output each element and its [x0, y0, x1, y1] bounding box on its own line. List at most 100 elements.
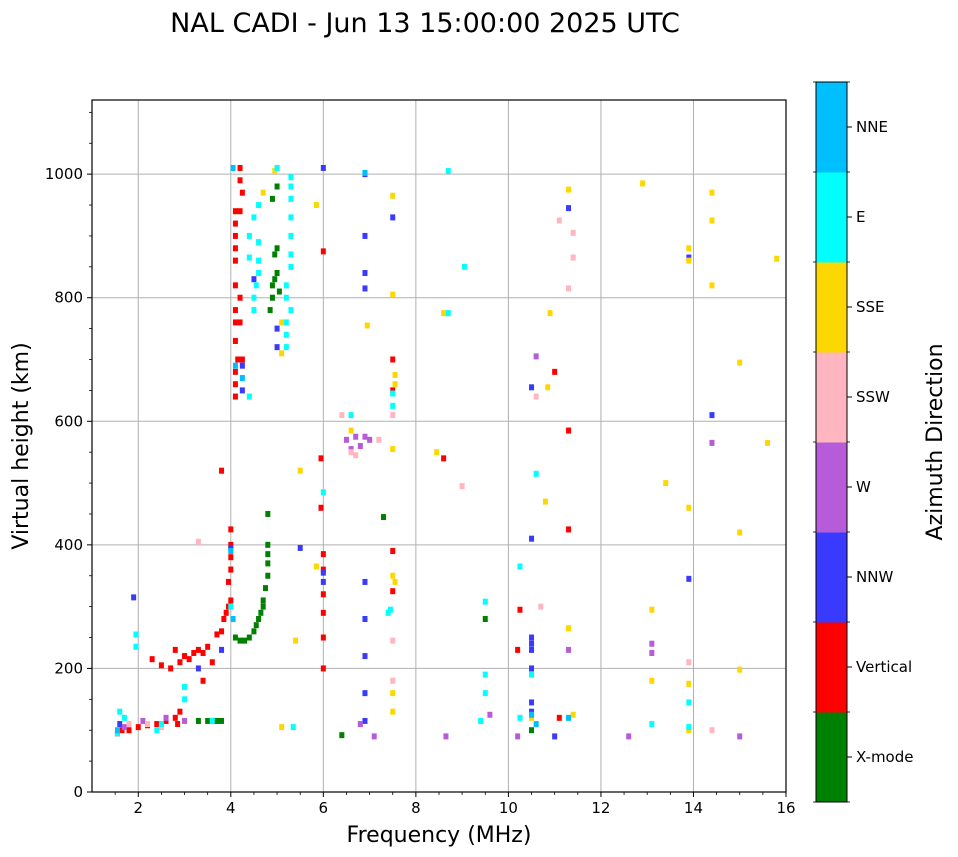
- data-point: [390, 588, 396, 595]
- data-point: [272, 168, 278, 175]
- data-point: [441, 310, 447, 317]
- data-point: [274, 245, 280, 252]
- data-point: [649, 721, 655, 728]
- data-point: [175, 721, 181, 728]
- data-point: [709, 412, 715, 419]
- x-axis-title: Frequency (MHz): [347, 823, 532, 848]
- data-point: [348, 446, 354, 453]
- data-point: [195, 538, 201, 545]
- data-point: [172, 646, 178, 653]
- data-point: [274, 164, 280, 171]
- data-point: [251, 307, 257, 314]
- data-point: [225, 578, 231, 585]
- data-point: [209, 659, 215, 666]
- data-point: [230, 616, 236, 622]
- data-point: [709, 282, 715, 289]
- y-tick-label: 400: [54, 536, 83, 554]
- data-point: [158, 662, 164, 669]
- data-point: [269, 282, 275, 289]
- data-point: [390, 402, 396, 409]
- data-point: [177, 708, 183, 715]
- data-point: [172, 714, 178, 721]
- data-point: [566, 646, 572, 653]
- data-point: [232, 307, 238, 314]
- data-point: [392, 381, 398, 388]
- data-point: [232, 208, 238, 215]
- data-point: [223, 609, 229, 616]
- data-point: [214, 631, 220, 638]
- data-point: [288, 307, 294, 314]
- data-point: [186, 656, 192, 663]
- data-point: [288, 251, 294, 258]
- data-point: [288, 263, 294, 270]
- data-point: [529, 671, 535, 678]
- data-point: [283, 294, 289, 301]
- series-vertical: [114, 164, 572, 737]
- data-point: [566, 526, 572, 533]
- data-point: [764, 439, 770, 446]
- axis-ticks: 2 4 6 8 10 12 14 16 0 200 400 600 800 1000: [45, 111, 796, 817]
- data-point: [205, 643, 211, 650]
- data-point: [709, 217, 715, 224]
- data-point: [290, 724, 296, 731]
- data-point: [371, 733, 377, 740]
- series-sse: [260, 164, 780, 734]
- data-point: [114, 730, 120, 737]
- data-point: [533, 721, 539, 728]
- data-point: [232, 362, 238, 369]
- data-point: [135, 724, 141, 731]
- data-point: [200, 649, 206, 656]
- data-point: [362, 270, 368, 276]
- data-point: [320, 609, 326, 616]
- data-point: [253, 622, 259, 629]
- y-tick-label: 0: [73, 783, 83, 801]
- data-point: [232, 245, 238, 252]
- data-point: [117, 708, 123, 715]
- data-point: [239, 387, 245, 394]
- data-point: [390, 690, 396, 697]
- data-point: [529, 708, 535, 715]
- y-tick-label: 600: [54, 412, 83, 430]
- series-w: [121, 353, 743, 740]
- data-point: [253, 282, 259, 289]
- data-point: [232, 232, 238, 239]
- data-point: [228, 526, 234, 533]
- data-point: [339, 732, 345, 739]
- data-point: [235, 356, 241, 363]
- colorbar-segment: [816, 712, 847, 803]
- data-point: [737, 666, 743, 673]
- data-point: [649, 649, 655, 656]
- data-point: [260, 603, 266, 610]
- colorbar-border: [815, 81, 848, 803]
- data-point: [487, 711, 493, 718]
- data-point: [380, 514, 386, 521]
- data-point: [274, 325, 280, 332]
- data-point: [320, 591, 326, 598]
- data-point: [545, 384, 551, 391]
- data-point: [390, 708, 396, 715]
- data-point: [320, 248, 326, 255]
- series-nne: [114, 164, 572, 734]
- data-point: [263, 585, 268, 592]
- data-point: [239, 356, 245, 363]
- data-point: [566, 625, 572, 632]
- colorbar-segment: [816, 82, 847, 173]
- data-point: [269, 195, 275, 202]
- x-tick-label: 12: [591, 799, 610, 817]
- data-point: [320, 489, 326, 496]
- data-point: [163, 714, 169, 721]
- data-point: [131, 594, 137, 601]
- data-point: [246, 393, 252, 400]
- y-tick-label: 800: [54, 289, 83, 307]
- data-point: [570, 711, 576, 718]
- data-point: [265, 510, 271, 517]
- data-point: [239, 362, 245, 369]
- data-point: [237, 294, 243, 301]
- data-point: [293, 637, 299, 644]
- data-point: [133, 643, 139, 650]
- data-point: [237, 177, 243, 184]
- data-point: [390, 637, 396, 644]
- data-point: [445, 310, 451, 317]
- data-point: [348, 427, 354, 434]
